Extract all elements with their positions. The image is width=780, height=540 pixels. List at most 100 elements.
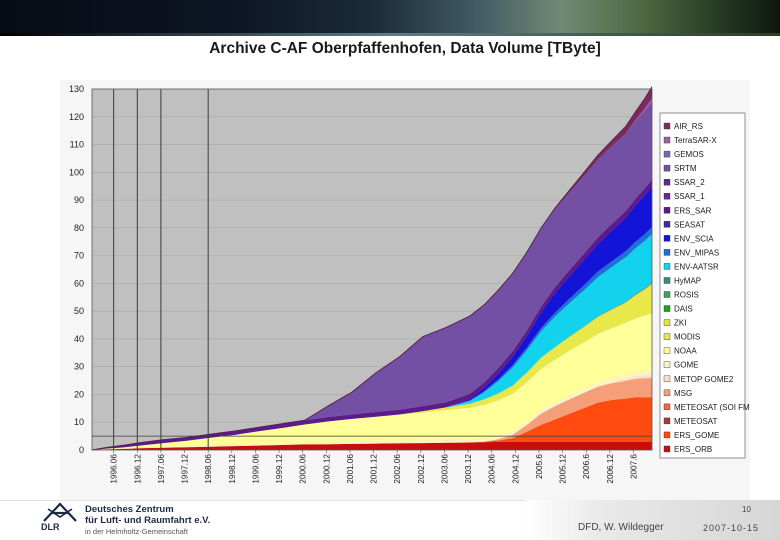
legend-swatch (663, 263, 671, 270)
x-tick-label: 2000.06 (299, 454, 308, 484)
y-tick-label: 90 (74, 195, 84, 205)
y-tick-label: 130 (69, 84, 84, 94)
x-tick-label: 1996.06 (110, 454, 119, 484)
x-tick-label: 2005.12 (559, 454, 568, 484)
x-tick-label: 2007.6 (629, 454, 638, 479)
footer-gradient-band (525, 500, 780, 540)
legend-swatch (663, 136, 671, 144)
x-tick-label: 1997.12 (181, 454, 190, 484)
legend-label: NOAA (674, 347, 697, 356)
legend-label: METEOSAT (SOI FMI) (674, 403, 750, 412)
legend-swatch (663, 319, 671, 326)
legend-label: ENV_SCIA (674, 234, 714, 243)
x-tick-label: 1999.12 (275, 454, 284, 484)
legend-label: MSG (674, 389, 692, 398)
legend-swatch (663, 333, 671, 340)
dlr-name-line2: für Luft- und Raumfahrt e.V. (85, 515, 211, 526)
x-tick-label: 1997.06 (157, 454, 166, 484)
legend-label: ERS_ORB (674, 445, 712, 454)
x-tick-label: 1996.12 (133, 454, 142, 484)
dlr-name-line3: in der Helmholtz-Gemeinschaft (85, 527, 188, 536)
header-banner-edge (0, 33, 780, 36)
slide-title: Archive C-AF Oberpfaffenhofen, Data Volu… (209, 40, 601, 57)
author-label: DFD, W. Wildegger (578, 522, 664, 533)
legend-label: GEMOS (674, 150, 704, 159)
x-tick-label: 2005.6 (535, 454, 544, 479)
legend-swatch (663, 445, 671, 453)
legend-swatch (663, 178, 671, 186)
legend-swatch (663, 375, 671, 382)
y-tick-label: 120 (69, 112, 84, 122)
legend-label: ENV_MIPAS (674, 248, 719, 257)
legend-label: ROSIS (674, 291, 699, 300)
area-modis (92, 285, 652, 450)
area-env-scia (92, 186, 652, 450)
legend-swatch (663, 249, 671, 256)
legend-box (659, 112, 746, 459)
legend-label: SRTM (674, 164, 697, 173)
legend-swatch (663, 150, 671, 158)
x-tick-label: 2003.12 (464, 454, 473, 484)
x-tick-label: 2001.06 (346, 454, 355, 484)
legend-swatch (663, 403, 671, 411)
legend-label: METEOSAT (674, 417, 718, 426)
legend-swatch (663, 389, 671, 397)
stacked-area-chart: 0 10 20 30 40 50 60 70 80 90 100 110 120 130 1996.06 19… (69, 84, 750, 484)
legend-swatch (663, 235, 671, 242)
dlr-logo: DLR Deutsches Zentrum für Luft- und Raum… (40, 500, 220, 538)
legend-label: SEASAT (674, 220, 705, 229)
x-tick-label: 1999.06 (251, 454, 260, 484)
legend-swatch (663, 361, 671, 368)
x-tick-label: 2001.12 (370, 454, 379, 484)
chart-frame: 0 10 20 30 40 50 60 70 80 90 100 110 120 130 1996.06 19… (60, 80, 750, 500)
page-number: 10 (742, 505, 751, 514)
legend-label: ERS_SAR (674, 206, 712, 215)
legend-swatch (663, 431, 671, 439)
dlr-name-line1: Deutsches Zentrum (85, 504, 174, 515)
area-noaa (92, 313, 652, 450)
y-tick-label: 40 (74, 334, 84, 344)
x-tick-label: 1998.06 (204, 454, 213, 484)
legend-label: SSAR_1 (674, 192, 705, 201)
y-tick-label: 80 (74, 223, 84, 233)
legend-label: TerraSAR-X (674, 136, 717, 145)
area-ers-orb (92, 441, 652, 450)
legend-label: ENV-AATSR (674, 262, 719, 271)
dlr-acronym: DLR (41, 522, 60, 532)
legend-swatch (663, 347, 671, 354)
legend-label: MODIS (674, 333, 700, 342)
header-banner-image (0, 0, 780, 36)
legend-label: HyMAP (674, 276, 701, 285)
legend-swatch (663, 291, 671, 298)
legend-label: GOME (674, 361, 698, 370)
legend-label: ERS_GOME (674, 431, 719, 440)
legend-label: METOP GOME2 (674, 375, 734, 384)
legend-label: AIR_RS (674, 122, 703, 131)
x-tick-label: 2002.06 (393, 454, 402, 484)
y-tick-label: 0 (79, 445, 84, 455)
x-tick-label: 2004.12 (511, 454, 520, 484)
area-srtm (92, 102, 652, 450)
x-tick-label: 1998.12 (228, 454, 237, 484)
y-tick-label: 10 (74, 417, 84, 427)
legend-swatch (663, 122, 671, 130)
x-tick-label: 2006.12 (606, 454, 615, 484)
x-tick-label: 2000.12 (322, 454, 331, 484)
legend-swatch (663, 305, 671, 312)
area-env-aatsr (92, 234, 652, 450)
legend-swatch (663, 221, 671, 228)
legend-swatch (663, 417, 671, 425)
y-tick-label: 100 (69, 167, 84, 177)
date-label: 2007-10-15 (703, 523, 760, 533)
x-tick-label: 2002.12 (417, 454, 426, 484)
x-tick-label: 2004.06 (488, 454, 497, 484)
plot-area-border (91, 88, 653, 451)
y-tick-label: 110 (70, 140, 84, 150)
footer-divider (0, 500, 780, 501)
legend-swatch (663, 207, 671, 214)
legend-label: ZKI (674, 319, 686, 328)
legend-swatch (663, 164, 671, 172)
y-tick-label: 30 (74, 362, 84, 372)
x-tick-label: 2003.06 (440, 454, 449, 484)
legend-swatch (663, 277, 671, 284)
